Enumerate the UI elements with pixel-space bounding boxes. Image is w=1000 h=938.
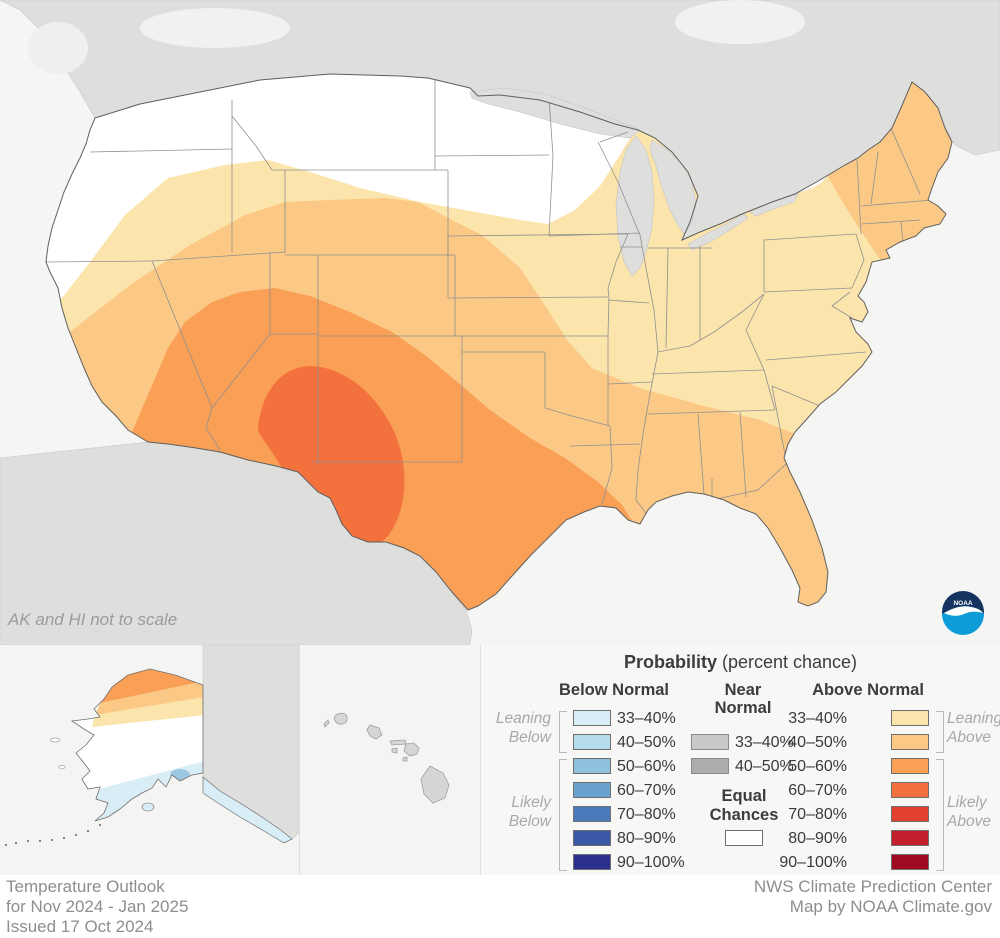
above-label-90-100: 90–100% xyxy=(779,854,847,871)
below-swatch-90-100 xyxy=(573,854,611,870)
footer-credit: Map by NOAA Climate.gov xyxy=(789,897,992,916)
island-molokai xyxy=(389,739,407,746)
noaa-logo: NOAA xyxy=(942,591,984,635)
great-lakes xyxy=(469,87,799,277)
footer-title: Temperature Outlook xyxy=(6,877,165,896)
below-label-33-40: 33–40% xyxy=(617,710,676,727)
below-swatch-60-70 xyxy=(573,782,611,798)
below-label-70-80: 70–80% xyxy=(617,806,676,823)
ak-mainland-outline xyxy=(70,668,204,822)
ak-above-33-40 xyxy=(92,697,203,727)
equal-chances-swatch xyxy=(725,830,763,846)
near-label-40-50: 40–50% xyxy=(735,758,794,775)
canada-snow-patch-3 xyxy=(28,22,88,74)
lake-superior xyxy=(469,87,641,139)
bracket-leaning-above xyxy=(936,711,944,753)
hawaiian-islands xyxy=(323,712,450,804)
below-label-40-50: 40–50% xyxy=(617,734,676,751)
footer-left: Temperature Outlook for Nov 2024 - Jan 2… xyxy=(6,877,188,937)
below-swatch-80-90 xyxy=(573,830,611,846)
footer-period: for Nov 2024 - Jan 2025 xyxy=(6,897,189,916)
below-label-60-70: 60–70% xyxy=(617,782,676,799)
above-swatch-33-40 xyxy=(891,710,929,726)
bracket-likely-below xyxy=(559,759,567,871)
hawaii-inset-svg xyxy=(300,645,480,875)
above-swatch-70-80 xyxy=(891,806,929,822)
below-normal-header: Below Normal xyxy=(558,681,670,699)
near-swatch-33-40 xyxy=(691,734,729,750)
ak-above-50-60 xyxy=(95,669,203,703)
legend-title-rest: (percent chance) xyxy=(716,652,858,672)
likely-below-note: Likely Below xyxy=(508,794,551,830)
ak-panhandle xyxy=(202,776,293,844)
ak-hi-note: AK and HI not to scale xyxy=(8,610,178,629)
leaning-above-note: Leaning Above xyxy=(947,710,1000,746)
below-label-90-100: 90–100% xyxy=(617,854,685,871)
above-label-70-80: 70–80% xyxy=(788,806,847,823)
above-label-33-40: 33–40% xyxy=(788,710,847,727)
island-kahoolawe xyxy=(402,756,408,762)
island-kauai xyxy=(334,712,348,725)
above-swatch-40-50 xyxy=(891,734,929,750)
below-swatch-40-50 xyxy=(573,734,611,750)
leaning-below-note: Leaning Below xyxy=(495,710,551,746)
lake-erie xyxy=(687,213,749,251)
canada-snow-patch-1 xyxy=(140,8,290,48)
bracket-likely-above xyxy=(936,759,944,871)
alaska-inset xyxy=(0,644,300,875)
lake-michigan xyxy=(615,135,655,277)
above-swatch-90-100 xyxy=(891,854,929,870)
ak-nunivak-island xyxy=(58,764,66,770)
below-swatch-50-60 xyxy=(573,758,611,774)
equal-chances-label: Equal Chances xyxy=(709,787,779,824)
region-above-60-70 xyxy=(258,366,405,548)
legend-title-bold: Probability xyxy=(623,652,717,672)
footer-right: NWS Climate Prediction Center Map by NOA… xyxy=(754,877,992,917)
island-oahu xyxy=(366,724,383,740)
us-outline xyxy=(45,73,953,611)
below-swatch-33-40 xyxy=(573,710,611,726)
state-borders xyxy=(46,76,933,517)
likely-above-note: Likely Above xyxy=(947,794,991,830)
ak-kodiak-island xyxy=(141,802,155,812)
island-maui xyxy=(403,742,420,757)
below-label-50-60: 50–60% xyxy=(617,758,676,775)
conus-map-svg: NOAA xyxy=(0,0,1000,646)
canada-snow-patch-2 xyxy=(675,0,805,44)
near-normal-header: Near Normal xyxy=(714,681,772,717)
island-lanai xyxy=(391,747,398,754)
conus-map: NOAA AK and HI not to scale xyxy=(0,0,1000,646)
island-hawaii xyxy=(420,765,450,804)
hawaii-inset xyxy=(299,645,480,875)
region-equal-chances-nw xyxy=(46,74,645,330)
aleutian-islands xyxy=(5,824,101,846)
above-label-50-60: 50–60% xyxy=(788,758,847,775)
near-label-33-40: 33–40% xyxy=(735,734,794,751)
below-swatch-70-80 xyxy=(573,806,611,822)
hi-ocean xyxy=(300,645,480,875)
bracket-leaning-below xyxy=(559,711,567,753)
near-swatch-40-50 xyxy=(691,758,729,774)
above-swatch-50-60 xyxy=(891,758,929,774)
above-swatch-60-70 xyxy=(891,782,929,798)
above-label-60-70: 60–70% xyxy=(788,782,847,799)
above-label-80-90: 80–90% xyxy=(788,830,847,847)
above-label-40-50: 40–50% xyxy=(788,734,847,751)
above-normal-header: Above Normal xyxy=(812,681,924,699)
legend-title: Probability (percent chance) xyxy=(481,652,1000,673)
noaa-logo-text: NOAA xyxy=(953,600,972,607)
island-niihau xyxy=(323,719,330,728)
alaska-inset-svg xyxy=(0,644,300,875)
below-label-80-90: 80–90% xyxy=(617,830,676,847)
ak-above-40-50 xyxy=(95,681,203,715)
footer-source: NWS Climate Prediction Center xyxy=(753,877,992,896)
probability-legend: Probability (percent chance) Below Norma… xyxy=(480,645,1000,875)
footer-issued: Issued 17 Oct 2024 xyxy=(6,917,154,936)
above-swatch-80-90 xyxy=(891,830,929,846)
footer: Temperature Outlook for Nov 2024 - Jan 2… xyxy=(0,875,1000,938)
ak-st-lawrence-island xyxy=(50,737,60,743)
noaa-seagull-icon xyxy=(944,606,983,616)
